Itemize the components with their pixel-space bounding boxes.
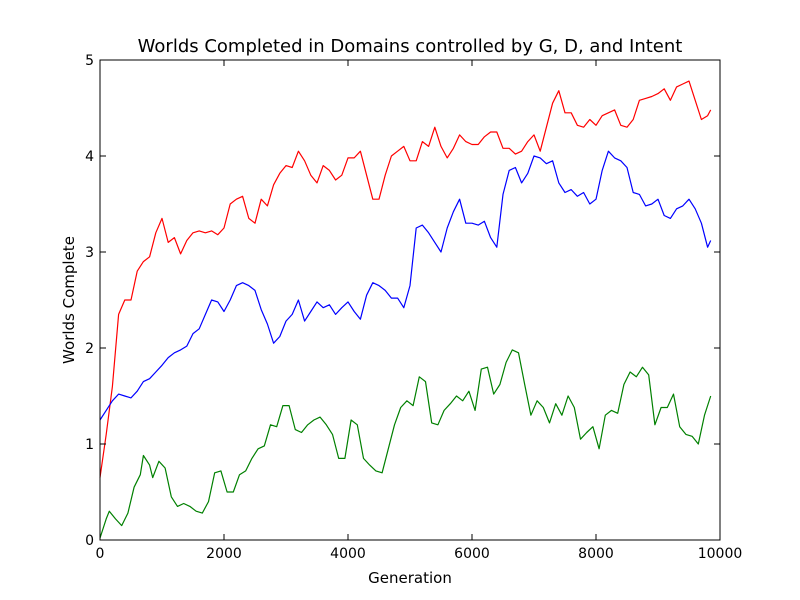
x-tick-label: 4000 <box>330 546 366 562</box>
chart-title: Worlds Completed in Domains controlled b… <box>138 36 683 57</box>
y-tick-label: 5 <box>85 53 94 69</box>
series-line-1 <box>99 150 712 421</box>
y-tick-label: 2 <box>85 341 94 357</box>
y-tick-label: 1 <box>85 437 94 453</box>
x-tick-label: 8000 <box>578 546 614 562</box>
y-axis-label: Worlds Complete <box>60 236 78 364</box>
x-tick-label: 10000 <box>698 546 743 562</box>
series-line-2 <box>99 349 712 539</box>
x-tick-label: 0 <box>96 546 105 562</box>
ticks-group: 0 2000 4000 6000 8000 10000 0 1 2 3 4 5 <box>85 53 742 562</box>
series-group <box>99 80 712 539</box>
x-axis-label: Generation <box>368 569 452 587</box>
y-tick-label: 3 <box>85 245 94 261</box>
x-tick-label: 6000 <box>454 546 490 562</box>
plot-frame <box>99 59 721 541</box>
x-tick-label: 2000 <box>206 546 242 562</box>
series-line-0 <box>99 80 712 478</box>
y-tick-label: 4 <box>85 149 94 165</box>
y-tick-label: 0 <box>85 533 94 549</box>
